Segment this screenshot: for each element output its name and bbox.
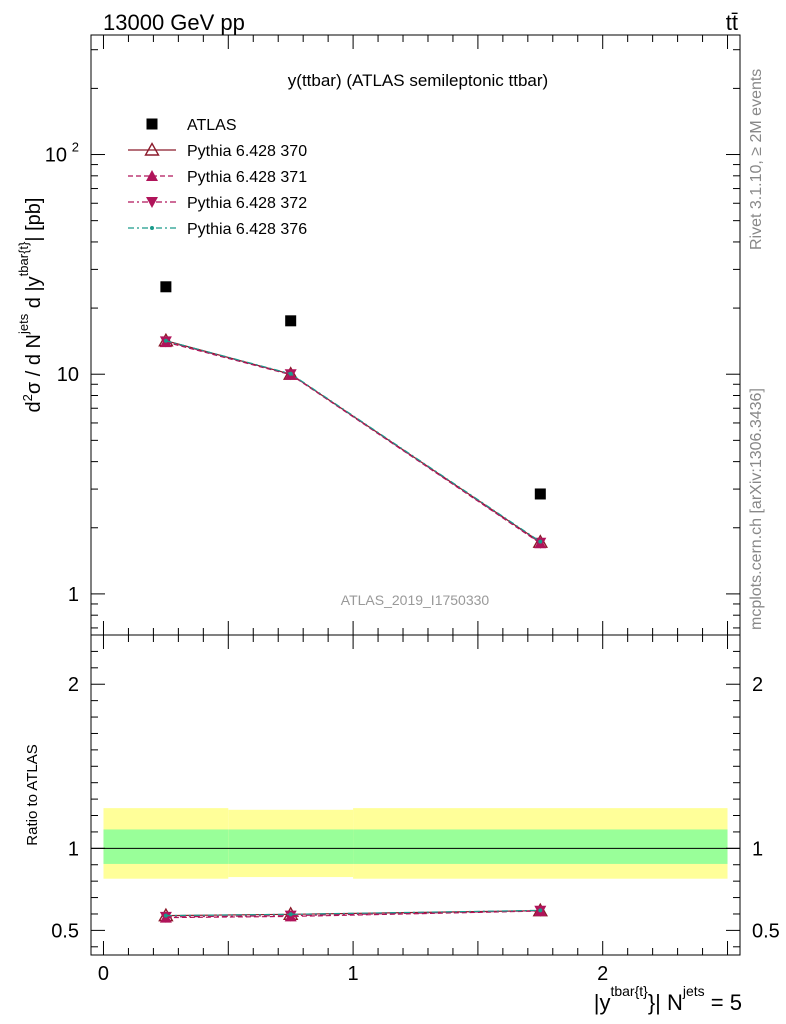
header-right: tt̄ (726, 10, 738, 35)
mcplots-label: mcplots.cern.ch [arXiv:1306.3436] (748, 388, 765, 630)
atlas-data-point (534, 488, 546, 500)
main-y-ticks: 1 10 10 2 (45, 49, 740, 629)
legend-marker (146, 118, 158, 130)
inner-band (103, 829, 229, 864)
main-panel: 1 10 10 2 y(ttbar) (ATLAS semileptonic ttba… (16, 34, 741, 636)
x-tick-label: 0 (98, 963, 109, 985)
main-series (158, 281, 549, 549)
y-tick-label: 2 (752, 674, 763, 696)
main-x-ticks (102, 35, 729, 635)
y-tick-label: 10 (45, 145, 67, 167)
chart-title: y(ttbar) (ATLAS semileptonic ttbar) (288, 71, 548, 90)
series-line (165, 341, 541, 544)
uncertainty-bands (91, 808, 740, 879)
y-tick-label: 1 (752, 838, 763, 860)
legend: ATLAS Pythia 6.428 370 Pythia 6.428 371 Pyt… (128, 117, 307, 238)
header-left: 13000 GeV pp (103, 10, 245, 35)
rivet-label: Rivet 3.1.10, ≥ 2M events (748, 69, 765, 250)
ratio-panel: 0.5 0.5 1 1 2 2 0 1 2 Ratio to ATLAS |ytbar{t}}… (24, 634, 780, 1015)
ratio-frame (90, 634, 741, 956)
legend-marker (150, 226, 154, 230)
atlas-data-point (285, 315, 297, 327)
legend-label: Pythia 6.428 372 (187, 195, 307, 212)
legend-label: Pythia 6.428 371 (187, 169, 307, 186)
ratio-series (158, 902, 549, 923)
series-point (538, 539, 543, 544)
ratio-point (538, 908, 543, 913)
series-line (165, 340, 541, 543)
ratio-point (288, 912, 293, 917)
main-ylabel: d2σ / d Njets d |ytbar{t}| [pb] (16, 198, 45, 413)
legend-label: Pythia 6.428 376 (187, 221, 307, 238)
y-tick-label: 2 (68, 674, 79, 696)
ratio-y-ticks: 0.5 0.5 1 1 2 2 (51, 650, 780, 948)
ratio-xlabel: |ytbar{t}}| Njets = 5 (594, 983, 742, 1015)
series-line (165, 340, 541, 544)
legend-marker (146, 197, 158, 208)
watermark: ATLAS_2019_I1750330 (341, 592, 490, 608)
y-tick-label: 0.5 (752, 920, 780, 942)
atlas-data-point (160, 281, 172, 293)
y-tick-label-exponent: 2 (72, 140, 79, 155)
legend-label: ATLAS (187, 117, 237, 134)
legend-marker (144, 142, 160, 156)
legend-marker (146, 170, 158, 181)
ratio-x-ticks: 0 1 2 (98, 635, 729, 985)
series-line (165, 340, 541, 543)
series-point (163, 338, 168, 343)
y-tick-label: 1 (68, 584, 79, 606)
y-tick-label: 0.5 (51, 920, 79, 942)
x-tick-label: 1 (348, 963, 359, 985)
inner-band (353, 829, 728, 864)
ratio-ylabel: Ratio to ATLAS (24, 744, 41, 845)
inner-band (228, 829, 354, 864)
y-tick-label: 10 (57, 364, 79, 386)
x-tick-label: 2 (597, 963, 608, 985)
series-point (288, 371, 293, 376)
y-tick-label: 1 (68, 838, 79, 860)
legend-label: Pythia 6.428 370 (187, 143, 307, 160)
ratio-point (163, 913, 168, 918)
